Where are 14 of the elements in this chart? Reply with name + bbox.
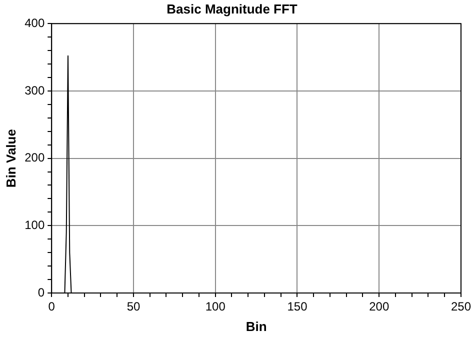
chart-title: Basic Magnitude FFT <box>166 1 298 16</box>
x-tick-label: 200 <box>369 300 390 314</box>
x-tick-label: 100 <box>205 300 226 314</box>
y-tick-label: 300 <box>24 83 45 98</box>
x-axis-title: Bin <box>246 318 267 334</box>
y-tick-label: 0 <box>38 285 45 300</box>
x-tick-label: 150 <box>287 300 308 314</box>
y-axis-title: Bin Value <box>3 129 18 188</box>
x-tick-label: 0 <box>48 300 56 314</box>
x-tick-label: 50 <box>126 300 140 314</box>
y-tick-label: 100 <box>24 218 45 232</box>
y-tick-label: 200 <box>24 150 45 165</box>
x-tick-label: 250 <box>450 300 472 314</box>
y-tick-label: 400 <box>24 16 45 30</box>
